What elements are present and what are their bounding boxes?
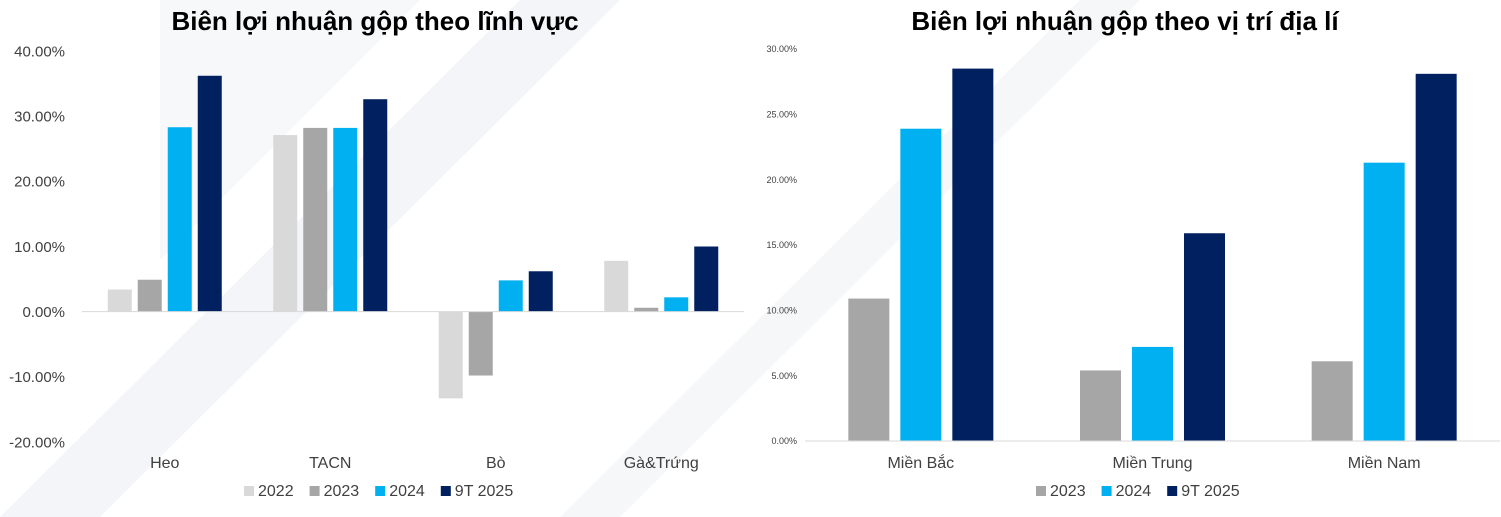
bar-9t-2025-mi-n-trung xyxy=(1184,233,1225,441)
bar-9t-2025-g-tr-ng xyxy=(694,246,719,312)
legend-label-2022: 2022 xyxy=(258,483,294,500)
bar-2023-mi-n-trung xyxy=(1080,370,1121,441)
legend-swatch-2023 xyxy=(1036,486,1046,496)
category-label: Gà&Trứng xyxy=(624,455,699,472)
bar-2024-mi-n-trung xyxy=(1132,346,1173,441)
bar-2024-heo xyxy=(167,127,192,312)
legend-swatch-2023 xyxy=(309,486,320,496)
legend-label-2024: 2024 xyxy=(1116,483,1152,500)
bar-2023-b xyxy=(468,311,493,376)
legend-label-2024: 2024 xyxy=(389,483,425,500)
legend-swatch-2024 xyxy=(1101,486,1112,496)
legend-label-2023: 2023 xyxy=(1050,483,1086,500)
bar-2024-mi-n-b-c xyxy=(900,128,942,441)
category-label: Heo xyxy=(150,455,179,472)
y-tick-label: 30.00% xyxy=(766,44,797,54)
category-label: Miền Trung xyxy=(1112,455,1192,472)
y-tick-label: 20.00% xyxy=(14,174,65,191)
legend-swatch-9t-2025 xyxy=(440,486,451,496)
chart-by-region: 0.00% 5.00% 10.00% 15.00% 20.00% 25.00% 30.00%… xyxy=(766,44,1500,500)
bar-9t-2025-mi-n-b-c xyxy=(952,68,994,441)
y-tick-label: 0.00% xyxy=(771,436,797,446)
bar-2023-mi-n-b-c xyxy=(848,298,890,441)
bar-9t-2025-tacn xyxy=(363,99,388,312)
bar-2024-mi-n-nam xyxy=(1363,162,1405,441)
chart-title-by-region: Biên lợi nhuận gộp theo vị trí địa lí xyxy=(911,6,1339,36)
bar-9t-2025-heo xyxy=(197,75,222,312)
y-tick-label: -10.00% xyxy=(9,369,65,386)
bar-2022-tacn xyxy=(273,135,298,312)
bar-9t-2025-b xyxy=(528,271,553,312)
legend-swatch-9t-2025 xyxy=(1167,486,1178,496)
bar-9t-2025-mi-n-nam xyxy=(1415,73,1457,442)
y-tick-label: 30.00% xyxy=(14,108,65,125)
y-tick-label: 20.00% xyxy=(766,175,797,185)
y-tick-label: 5.00% xyxy=(771,371,797,381)
bar-2023-tacn xyxy=(303,127,328,312)
y-tick-label: 15.00% xyxy=(766,240,797,250)
y-tick-label: 25.00% xyxy=(766,109,797,119)
category-label: Miền Nam xyxy=(1348,455,1421,472)
chart-title-by-sector: Biên lợi nhuận gộp theo lĩnh vực xyxy=(171,6,579,36)
y-tick-label: 0.00% xyxy=(22,304,65,321)
category-label: TACN xyxy=(309,455,351,472)
legend-swatch-2024 xyxy=(375,486,386,496)
bar-2024-b xyxy=(498,280,523,312)
bar-2023-heo xyxy=(137,279,162,312)
legend-swatch-2022 xyxy=(244,486,254,496)
y-tick-label: 10.00% xyxy=(766,305,797,315)
bar-2022-b xyxy=(438,311,463,399)
category-label: Bò xyxy=(486,455,506,472)
category-label: Miền Bắc xyxy=(887,453,954,472)
legend-label-2023: 2023 xyxy=(324,483,360,500)
bar-2024-tacn xyxy=(333,127,358,312)
legend-label-9t-2025: 9T 2025 xyxy=(1181,483,1240,500)
bar-2023-mi-n-nam xyxy=(1311,361,1353,441)
legend-label-9t-2025: 9T 2025 xyxy=(455,483,514,500)
y-tick-label: 10.00% xyxy=(14,239,65,256)
y-tick-label: 40.00% xyxy=(14,43,65,60)
chart-by-sector: -20.00% -10.00% 0.00% 10.00% 20.00% 30.00% 40.… xyxy=(9,43,744,500)
bar-2022-heo xyxy=(107,289,132,312)
bar-2024-g-tr-ng xyxy=(664,297,689,312)
bar-2022-g-tr-ng xyxy=(604,260,629,312)
y-tick-label: -20.00% xyxy=(9,434,65,451)
bar-2023-g-tr-ng xyxy=(634,307,659,312)
